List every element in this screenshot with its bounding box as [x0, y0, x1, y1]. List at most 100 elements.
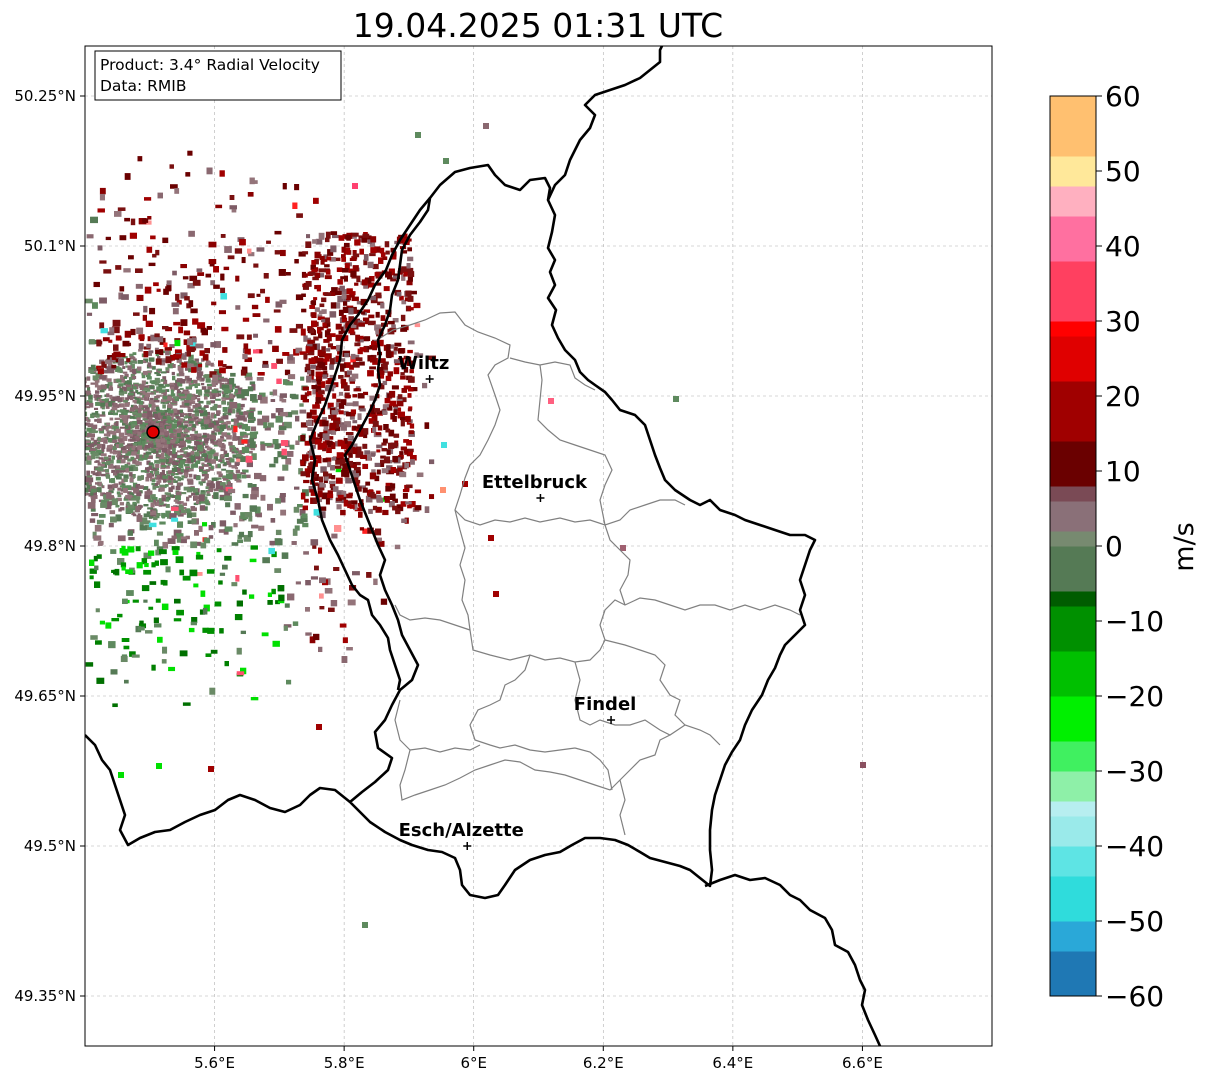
echo-cell	[330, 245, 337, 253]
echo-cell	[223, 266, 230, 271]
echo-cell	[89, 518, 96, 523]
info-box: Product: 3.4° Radial Velocity Data: RMIB	[94, 50, 342, 101]
echo-cell	[302, 489, 309, 497]
echo-cell	[236, 479, 242, 483]
echo-cell	[86, 483, 92, 489]
echo-cell	[389, 400, 397, 406]
echo-cell	[191, 424, 196, 428]
echo-cell	[362, 428, 369, 435]
echo-cell	[201, 386, 207, 390]
echo-cell	[400, 501, 407, 507]
echo-cell	[109, 510, 116, 515]
echo-cell	[282, 352, 290, 356]
echo-cell	[146, 343, 152, 349]
echo-cell	[322, 322, 327, 327]
echo-cell	[61, 440, 65, 444]
echo-cell	[330, 333, 336, 338]
echo-cell	[94, 382, 98, 388]
echo-cell	[131, 654, 140, 658]
echo-cell	[355, 387, 360, 392]
echo-cell	[184, 439, 191, 443]
echo-cell	[201, 453, 208, 458]
latitude-axis: 49.35°N49.5°N49.65°N49.8°N49.95°N50.1°N5…	[14, 87, 85, 1005]
echo-cell	[117, 450, 121, 456]
echo-cell	[260, 494, 266, 501]
echo-cell	[135, 408, 139, 412]
echo-cell	[177, 510, 182, 515]
borders	[85, 46, 882, 1046]
echo-cell	[92, 424, 98, 429]
echo-cell	[183, 447, 189, 450]
echo-cell	[123, 380, 128, 386]
echo-cell	[136, 391, 143, 395]
echo-cell	[101, 411, 106, 415]
echo-cell	[319, 476, 324, 483]
echo-cell	[61, 425, 64, 428]
echo-cell	[231, 451, 238, 454]
echo-cell	[78, 387, 84, 391]
echo-cell	[204, 496, 208, 501]
echo-cell	[311, 260, 316, 265]
echo-cell	[321, 346, 326, 353]
echo-cell	[343, 385, 350, 392]
echo-cell	[193, 416, 199, 420]
echo-cell	[158, 447, 165, 451]
echo-cell	[400, 328, 408, 332]
echo-cell	[105, 236, 111, 241]
echo-cell	[369, 395, 378, 401]
echo-cell	[313, 633, 320, 641]
echo-cell	[121, 638, 130, 642]
echo-cell	[263, 421, 268, 429]
echo-cell	[100, 384, 107, 390]
echo-cell	[302, 283, 309, 288]
echo-cell	[80, 435, 85, 440]
echo-cell	[94, 397, 99, 401]
echo-cell	[107, 484, 114, 489]
echo-cell	[271, 588, 276, 595]
echo-cell	[250, 448, 256, 451]
echo-cell	[307, 427, 313, 432]
echo-cell	[213, 266, 219, 273]
echo-cell	[116, 409, 120, 413]
echo-cell	[246, 433, 250, 436]
echo-cell	[276, 378, 282, 384]
echo-cell	[234, 503, 241, 510]
echo-cell	[60, 407, 64, 410]
echo-cell	[174, 461, 179, 466]
echo-cell	[243, 474, 251, 479]
echo-cell	[96, 519, 104, 525]
echo-cell	[190, 464, 194, 470]
echo-cell	[176, 609, 184, 616]
echo-cell	[213, 455, 218, 461]
echo-cell	[322, 420, 329, 427]
echo-cell	[161, 659, 167, 664]
echo-cell	[287, 451, 294, 457]
echo-cell	[319, 483, 325, 487]
echo-cell	[281, 398, 287, 403]
echo-cell	[414, 505, 422, 511]
echo-cell	[116, 459, 121, 464]
echo-cell	[187, 412, 192, 417]
echo-cell	[185, 413, 189, 419]
echo-cell	[96, 365, 102, 369]
echo-cell	[261, 632, 269, 637]
echo-cell	[198, 409, 204, 414]
echo-cell	[400, 446, 408, 451]
echo-cell	[184, 433, 188, 437]
echo-cell	[142, 486, 149, 490]
echo-cell	[161, 465, 167, 468]
echo-cell	[267, 422, 274, 428]
echo-cell	[130, 474, 136, 479]
echo-cell	[320, 466, 327, 473]
echo-cell	[215, 421, 220, 425]
echo-cell	[136, 294, 144, 302]
echo-cell	[80, 458, 83, 461]
echo-cell	[227, 488, 236, 494]
echo-cell	[407, 349, 413, 354]
echo-cell	[129, 415, 135, 419]
echo-cell	[135, 283, 143, 289]
echo-cell	[186, 350, 192, 357]
colorbar-segment	[1050, 471, 1096, 487]
echo-cell	[333, 257, 341, 262]
echo-cell	[70, 417, 75, 422]
